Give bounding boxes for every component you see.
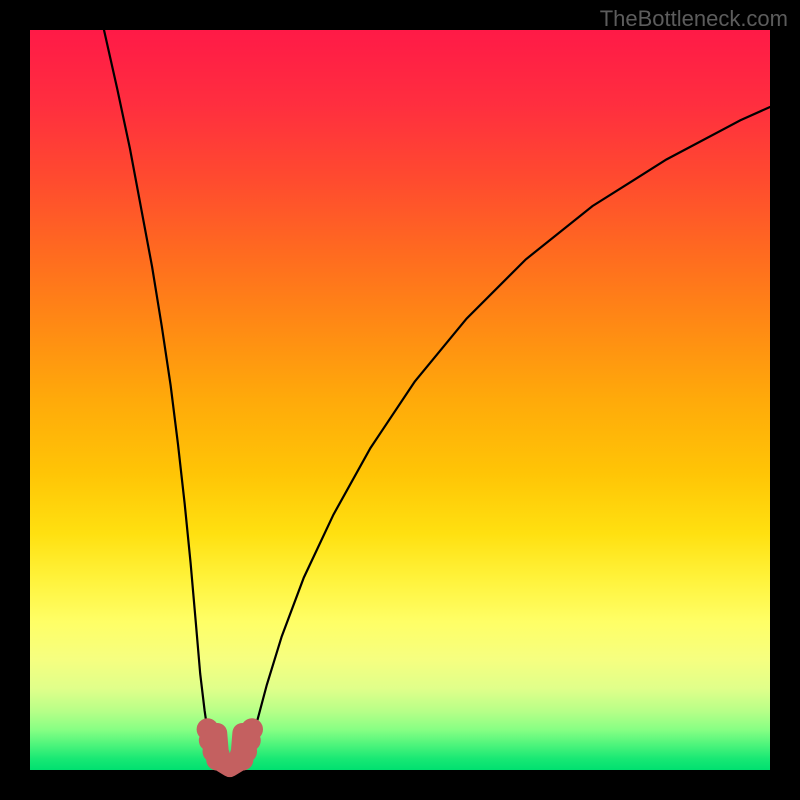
marker-dot-left <box>206 749 228 771</box>
marker-dot-right <box>241 718 263 740</box>
plot-background <box>30 30 770 770</box>
chart-stage: TheBottleneck.com <box>0 0 800 800</box>
chart-svg <box>0 0 800 800</box>
watermark-text: TheBottleneck.com <box>600 6 788 32</box>
